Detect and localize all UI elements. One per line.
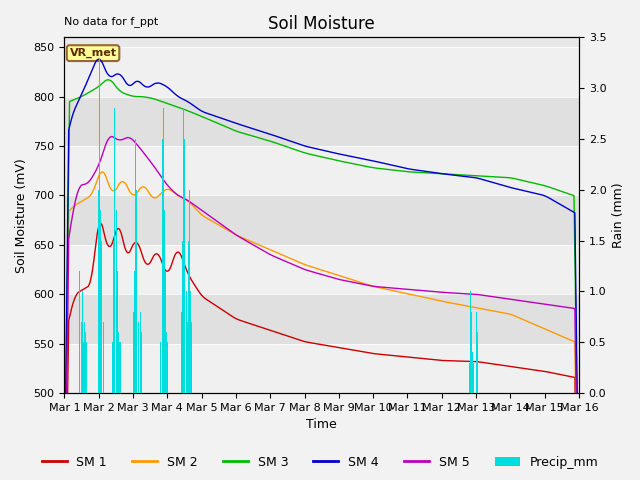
Bar: [65, 195, 579, 245]
Bar: [65, 245, 579, 294]
Text: VR_met: VR_met: [70, 48, 116, 58]
Bar: [65, 344, 579, 393]
Legend: SM 1, SM 2, SM 3, SM 4, SM 5, Precip_mm: SM 1, SM 2, SM 3, SM 4, SM 5, Precip_mm: [36, 451, 604, 474]
Bar: [65, 96, 579, 146]
Bar: [65, 294, 579, 344]
Bar: [65, 146, 579, 195]
Y-axis label: Rain (mm): Rain (mm): [612, 182, 625, 248]
Text: No data for f_ppt: No data for f_ppt: [65, 16, 159, 27]
Y-axis label: Soil Moisture (mV): Soil Moisture (mV): [15, 158, 28, 273]
Title: Soil Moisture: Soil Moisture: [268, 15, 375, 33]
Bar: [65, 47, 579, 96]
X-axis label: Time: Time: [307, 419, 337, 432]
